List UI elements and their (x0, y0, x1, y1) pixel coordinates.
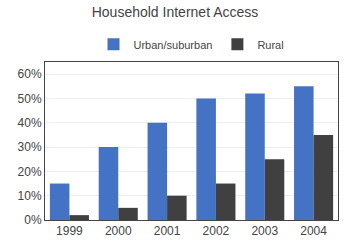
svg-text:2003: 2003 (251, 224, 278, 238)
svg-text:2001: 2001 (154, 224, 181, 238)
svg-text:2000: 2000 (105, 224, 132, 238)
svg-text:10%: 10% (18, 189, 42, 203)
svg-text:60%: 60% (18, 67, 42, 81)
svg-text:40%: 40% (18, 116, 42, 130)
svg-text:0%: 0% (24, 213, 42, 227)
svg-text:Urban/suburban: Urban/suburban (134, 39, 213, 51)
svg-text:1999: 1999 (56, 224, 83, 238)
svg-text:2002: 2002 (203, 224, 230, 238)
svg-text:Rural: Rural (257, 39, 283, 51)
svg-text:Household Internet Access: Household Internet Access (92, 4, 259, 20)
svg-text:50%: 50% (18, 92, 42, 106)
svg-text:30%: 30% (18, 140, 42, 154)
svg-text:20%: 20% (18, 165, 42, 179)
svg-text:2004: 2004 (300, 224, 327, 238)
